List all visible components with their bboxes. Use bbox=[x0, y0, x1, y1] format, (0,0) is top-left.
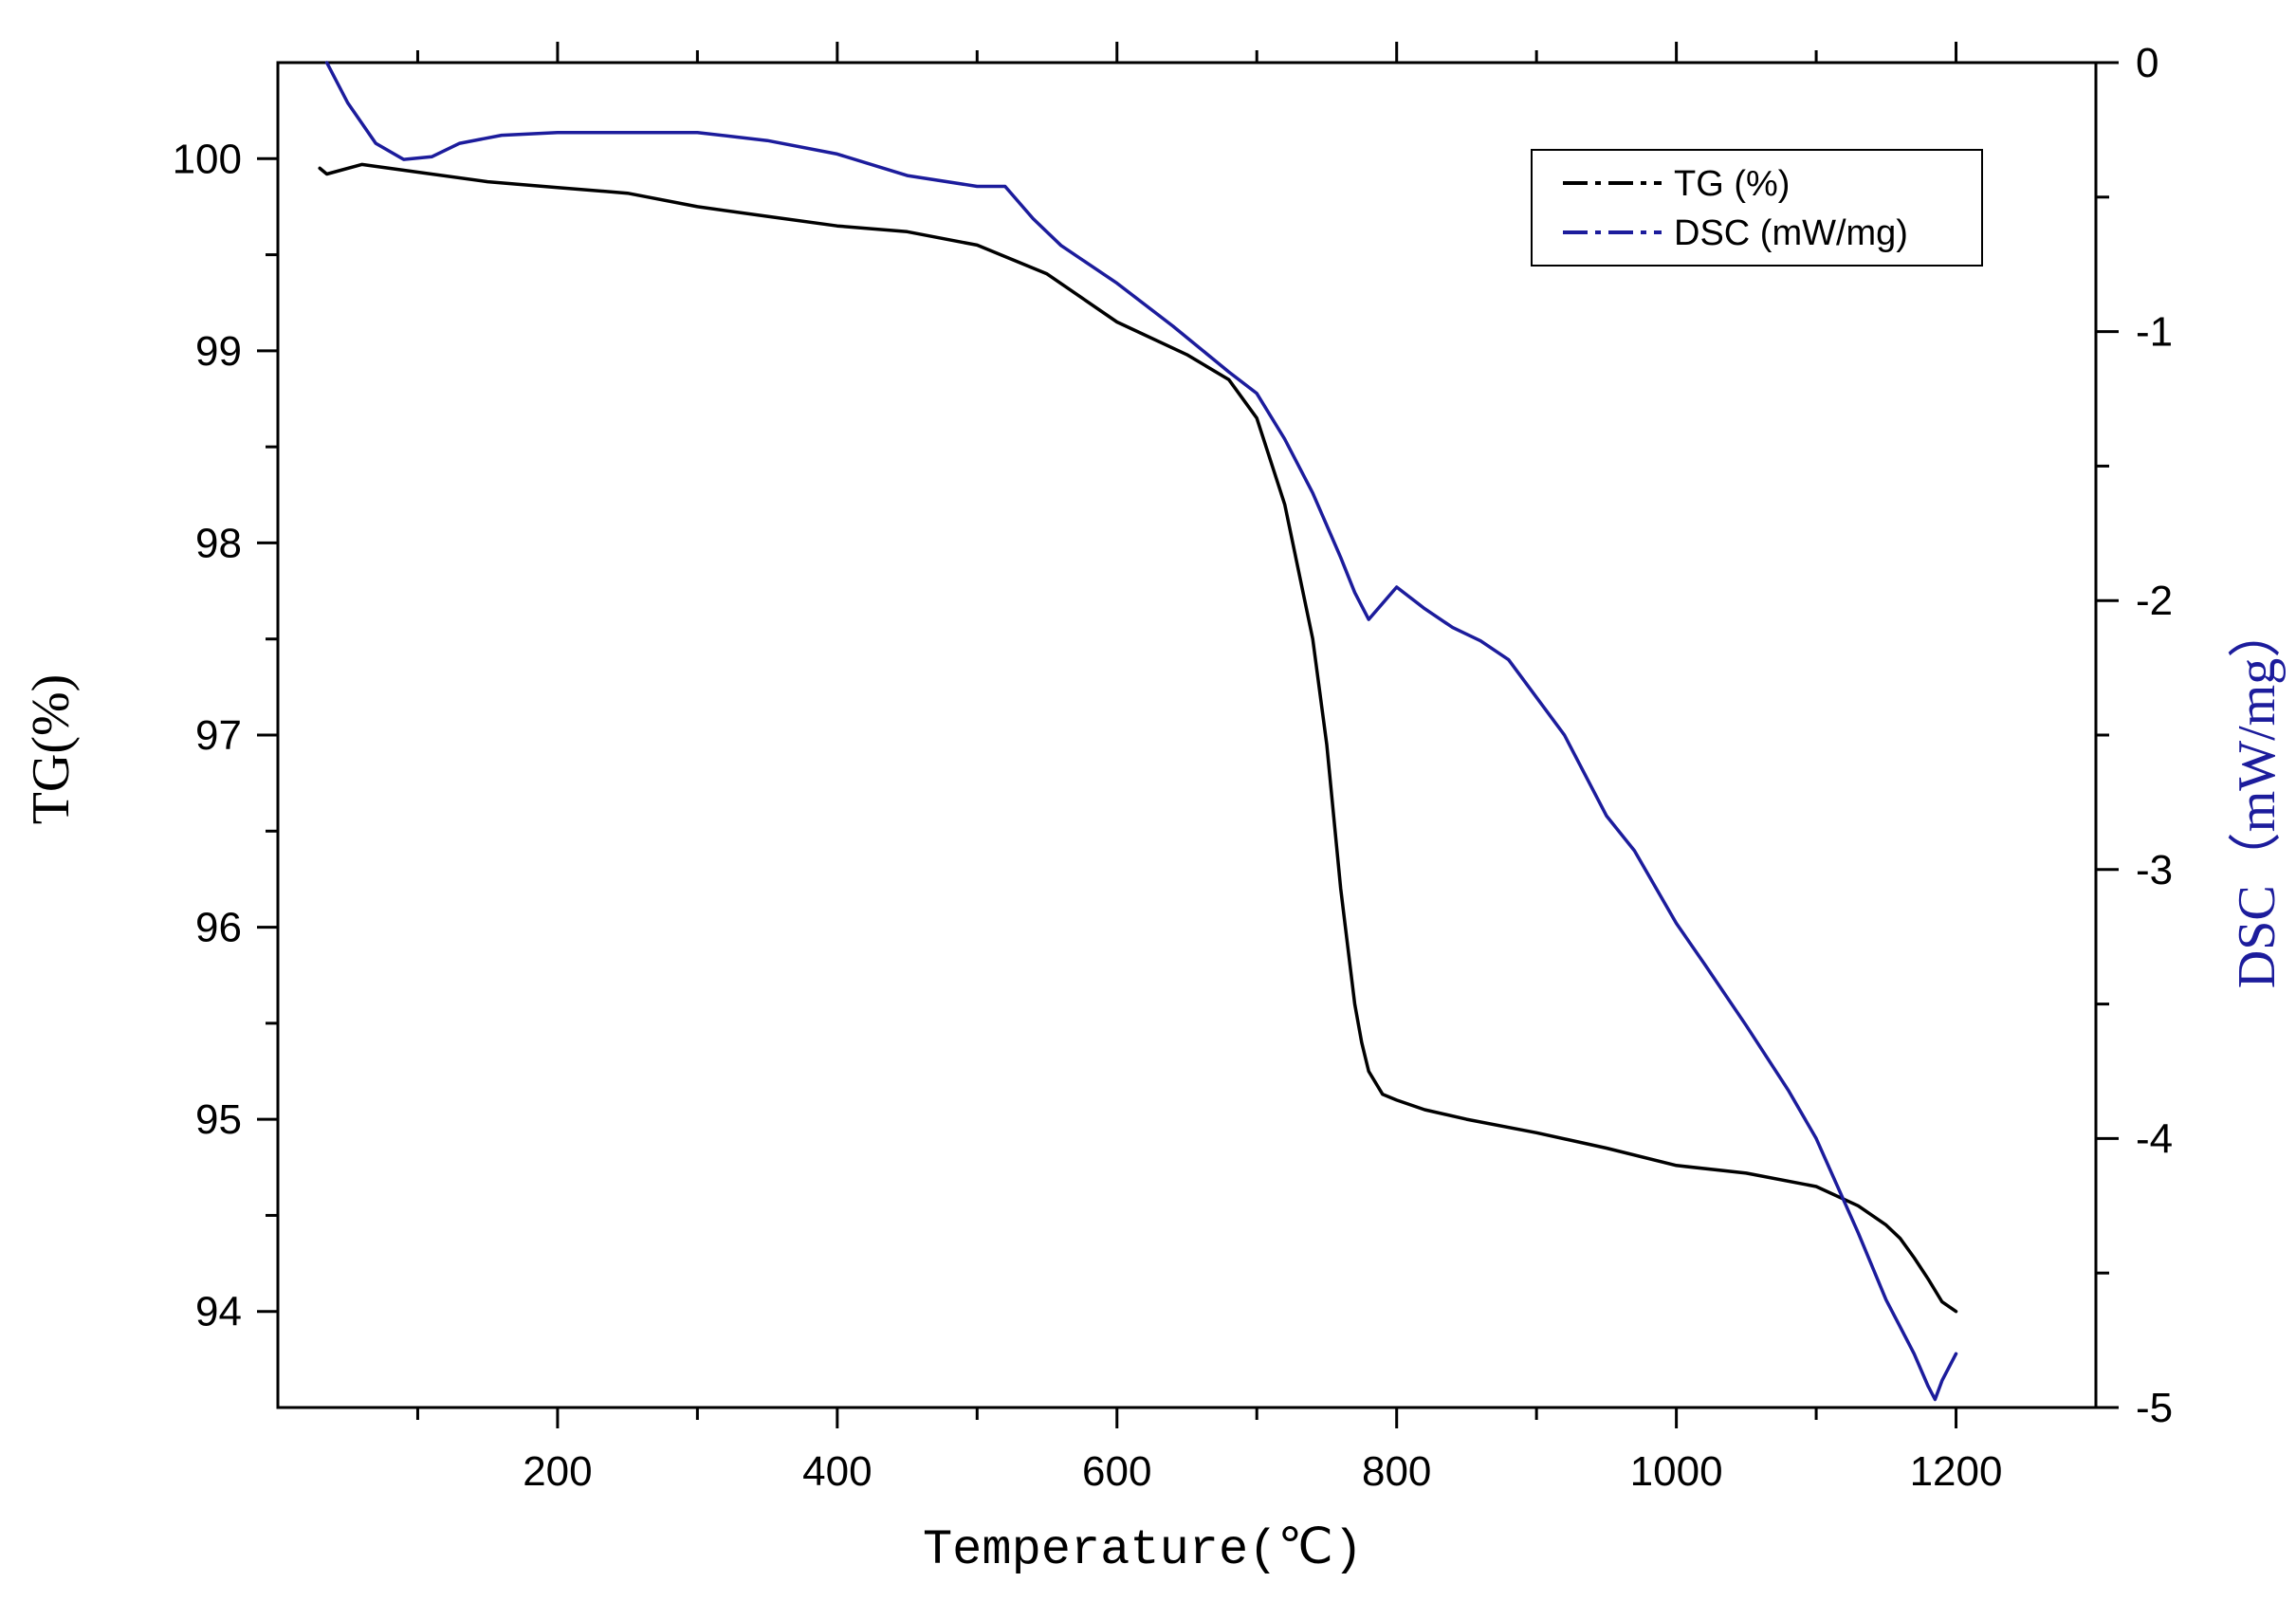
y-tick-label: 99 bbox=[195, 328, 242, 375]
y2-tick-label: -1 bbox=[2136, 309, 2173, 356]
legend-box bbox=[1531, 149, 1983, 267]
x-tick-label: 1000 bbox=[1630, 1448, 1723, 1495]
y-axis-title: TG(%) bbox=[22, 674, 81, 825]
series-layer bbox=[318, 61, 1958, 1402]
legend: TG (%) DSC (mW/mg) bbox=[1531, 149, 1983, 267]
x-tick-label: 800 bbox=[1362, 1448, 1431, 1495]
tg-series-line bbox=[318, 162, 1958, 1314]
legend-label-tg: TG (%) bbox=[1674, 164, 1790, 204]
y2-tick-label: -3 bbox=[2136, 847, 2173, 893]
y-axis-ticks: 94 95 96 97 98 99 100 bbox=[173, 136, 278, 1335]
x-axis-title: Temperature(℃) bbox=[923, 1522, 1363, 1578]
y2-tick-label: -4 bbox=[2136, 1115, 2173, 1162]
y-tick-label: 95 bbox=[195, 1096, 242, 1143]
legend-label-dsc: DSC (mW/mg) bbox=[1674, 213, 1908, 253]
y2-tick-label: -2 bbox=[2136, 578, 2173, 624]
x-tick-label: 600 bbox=[1082, 1448, 1151, 1495]
y2-axis-title: DSC（mW/mg） bbox=[2228, 605, 2287, 988]
y-tick-label: 98 bbox=[195, 520, 242, 566]
x-axis-ticks: 200 400 600 800 1000 1200 bbox=[415, 42, 2003, 1495]
x-tick-label: 400 bbox=[802, 1448, 872, 1495]
x-tick-label: 1200 bbox=[1910, 1448, 2003, 1495]
x-tick-label: 200 bbox=[523, 1448, 592, 1495]
y2-tick-label: -5 bbox=[2136, 1385, 2173, 1431]
y2-tick-label: 0 bbox=[2136, 40, 2158, 86]
dsc-series-line bbox=[324, 61, 1958, 1402]
y-tick-label: 100 bbox=[173, 136, 242, 182]
y-tick-label: 97 bbox=[195, 712, 242, 759]
y2-axis-ticks: 0 -1 -2 -3 -4 -5 bbox=[2096, 40, 2173, 1431]
y-tick-label: 96 bbox=[195, 905, 242, 951]
y-tick-label: 94 bbox=[195, 1289, 242, 1335]
